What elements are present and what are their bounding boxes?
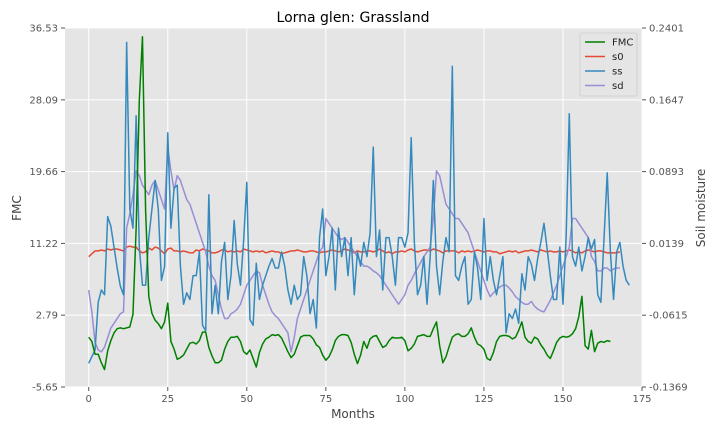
y-tick-label: 19.66 xyxy=(29,167,58,178)
series-line-sd xyxy=(87,146,620,353)
x-axis-label: Months xyxy=(331,407,375,421)
y2-tick-label: 0.0139 xyxy=(649,239,684,250)
x-tick-label: 125 xyxy=(474,394,493,405)
series-line-fmc xyxy=(88,36,611,371)
y2-axis-ticks: -0.1369 -0.0615 0.0139 0.0893 0.1647 0.2401 xyxy=(642,24,688,394)
x-tick-label: 75 xyxy=(319,394,332,405)
x-tick-label: 0 xyxy=(86,394,92,405)
y-tick-label: 36.53 xyxy=(29,24,58,35)
x-tick-label: 25 xyxy=(161,394,174,405)
legend-label-fmc: FMC xyxy=(612,38,633,49)
x-tick-label: 150 xyxy=(553,394,572,405)
y-axis-ticks: -5.65 2.79 11.22 19.66 28.09 36.53 xyxy=(29,24,65,394)
y-tick-label: -5.65 xyxy=(32,383,58,394)
legend-box xyxy=(579,32,638,97)
legend-label-sd: sd xyxy=(612,81,624,92)
y2-tick-label: -0.1369 xyxy=(649,383,688,394)
x-tick-label: 50 xyxy=(240,394,253,405)
series-layer xyxy=(87,36,630,371)
x-tick-label: 175 xyxy=(632,394,651,405)
y-tick-label: 2.79 xyxy=(36,311,58,322)
y2-tick-label: 0.1647 xyxy=(649,95,684,106)
chart-title: Lorna glen: Grassland xyxy=(277,10,430,26)
x-tick-label: 100 xyxy=(395,394,414,405)
y2-tick-label: 0.2401 xyxy=(649,24,684,35)
legend: FMC s0 ss sd xyxy=(579,32,638,97)
y2-tick-label: 0.0893 xyxy=(649,167,684,178)
y2-tick-label: -0.0615 xyxy=(649,311,688,322)
y2-axis-label: Soil moisture xyxy=(694,169,708,247)
y-tick-label: 28.09 xyxy=(29,95,58,106)
legend-label-s0: s0 xyxy=(612,52,624,63)
y-tick-label: 11.22 xyxy=(29,239,58,250)
y-axis-label: FMC xyxy=(10,195,24,221)
x-axis-ticks: 0 25 50 75 100 125 150 175 xyxy=(86,387,652,405)
series-line-ss xyxy=(88,41,630,364)
legend-label-ss: ss xyxy=(612,67,622,78)
